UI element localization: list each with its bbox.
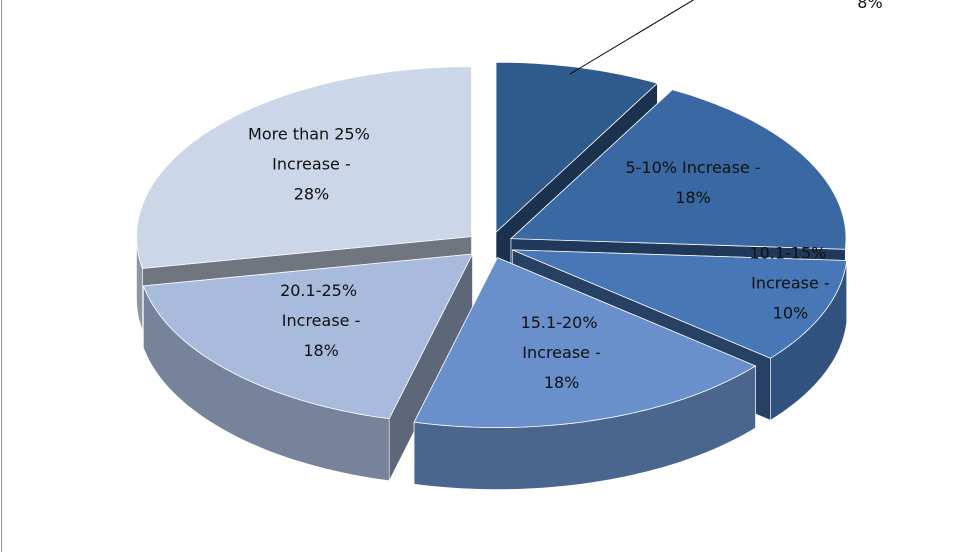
category-label-line: Increase -	[272, 154, 351, 173]
data-label: 18%	[544, 373, 580, 392]
category-label-line: 10.1-15%	[749, 244, 831, 263]
leader-line	[569, 0, 695, 75]
category-label-line: Increase -	[751, 274, 830, 293]
category-label-line: 20.1-25%	[280, 281, 362, 300]
category-label: 20.1-25% Increase -	[280, 281, 362, 330]
slice	[136, 66, 472, 269]
category-label-line: More than 25%	[248, 124, 375, 143]
category-label-line: Increase -	[522, 343, 601, 362]
slice	[495, 61, 659, 234]
category-label: 15.1-20% Increase -	[521, 313, 603, 362]
category-label: 5-10% Increase -	[625, 158, 760, 177]
category-label-line: 15.1-20%	[521, 313, 603, 332]
slice	[510, 89, 847, 250]
data-label: 18%	[303, 341, 339, 360]
data-label: 28%	[294, 184, 330, 203]
category-label: 10.1-15% Increase -	[749, 244, 831, 293]
slice	[512, 249, 848, 359]
category-label-line: 5-10% Increase -	[625, 158, 760, 177]
slice	[413, 257, 757, 428]
data-label: 8%	[857, 0, 882, 12]
data-label: 10%	[773, 304, 809, 323]
category-label: More than 25% Increase -	[248, 124, 375, 173]
pie: 8% 5-10% Increase - 18% 10.1-15% Increase -…	[136, 0, 883, 490]
slice	[142, 253, 474, 420]
category-label-line: Increase -	[282, 311, 361, 330]
data-label: 18%	[675, 188, 711, 207]
